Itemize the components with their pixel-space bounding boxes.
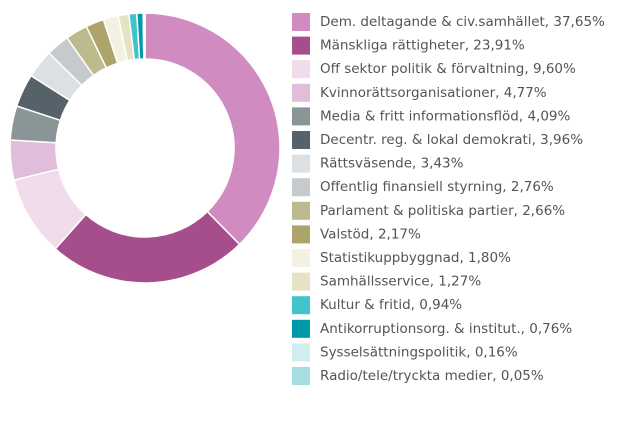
legend-label: Offentlig finansiell styrning, 2,76% — [320, 179, 554, 195]
legend-label: Statistikuppbyggnad, 1,80% — [320, 250, 511, 266]
legend-swatch — [292, 131, 310, 149]
legend-swatch — [292, 296, 310, 315]
legend-label: Samhällsservice, 1,27% — [320, 274, 481, 290]
legend-label: Radio/tele/tryckta medier, 0,05% — [320, 368, 544, 384]
legend-swatch — [292, 178, 310, 197]
legend-swatch — [292, 201, 310, 220]
legend-swatch — [292, 83, 310, 102]
legend-label: Sysselsättningspolitik, 0,16% — [320, 344, 518, 360]
legend-label: Media & fritt informationsflöd, 4,09% — [320, 108, 571, 124]
legend-label: Kvinnorättsorganisationer, 4,77% — [320, 85, 547, 101]
legend-swatch — [292, 249, 310, 267]
legend-swatch — [292, 225, 310, 244]
legend-label: Parlament & politiska partier, 2,66% — [320, 203, 565, 219]
legend-swatch — [292, 319, 310, 338]
legend-swatch — [292, 367, 310, 385]
legend-label: Dem. deltagande & civ.samhället, 37,65% — [320, 14, 605, 30]
donut-segment — [144, 12, 281, 246]
legend-swatch — [292, 154, 310, 173]
legend-swatch — [292, 36, 310, 55]
legend-label: Decentr. reg. & lokal demokrati, 3,96% — [320, 132, 583, 148]
legend-swatch — [292, 107, 310, 126]
legend-label: Valstöd, 2,17% — [320, 226, 421, 242]
legend-label: Rättsväsende, 3,43% — [320, 156, 464, 172]
legend-swatch — [292, 343, 310, 362]
legend-swatch — [292, 13, 310, 31]
legend-label: Off sektor politik & förvaltning, 9,60% — [320, 61, 576, 77]
legend-label: Mänskliga rättigheter, 23,91% — [320, 38, 525, 54]
donut-segment — [54, 210, 241, 284]
legend-swatch — [292, 272, 310, 291]
legend-label: Kultur & fritid, 0,94% — [320, 297, 462, 313]
legend-swatch — [292, 60, 310, 79]
legend-label: Antikorruptionsorg. & institut., 0,76% — [320, 321, 572, 337]
